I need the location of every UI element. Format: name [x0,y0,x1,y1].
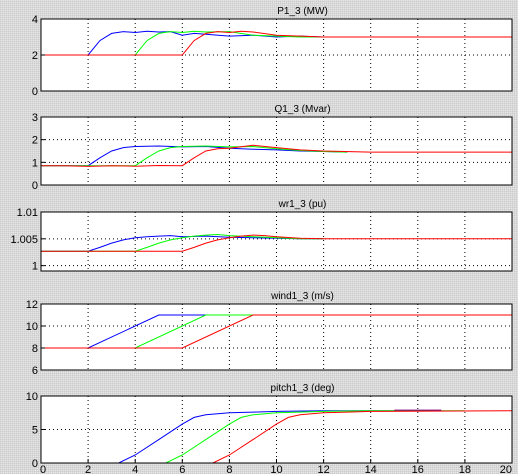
y-tick-label: 5 [32,425,38,437]
panel-title: pitch1_3 (deg) [271,383,335,394]
scope-panel-2: 0 1 2 3 Q1_3 (Mvar) [32,104,513,192]
y-tick-label: 1 [32,261,38,273]
y-tick-label: 1.005 [10,234,38,246]
series-line-2 [41,145,348,167]
y-tick-label: 1 [32,157,38,169]
x-tick-label: 10 [270,464,282,474]
panel-title: wr1_3 (pu) [278,199,327,210]
x-tick-label: 12 [317,464,329,474]
series-line-3 [41,30,512,56]
x-tick-label: 14 [365,464,377,474]
series-line-3 [41,234,512,252]
y-tick-label: 0 [32,458,38,470]
panel-title: Q1_3 (Mvar) [274,104,330,115]
x-tick-label: 2 [85,464,91,474]
scope-panel-4: 6 8 10 12 wind1_3 (m/s) [26,291,513,377]
axes-frame [40,116,513,186]
series-line-1 [41,410,418,463]
series-line-3 [41,410,512,463]
y-tick-label: 10 [26,321,38,333]
y-tick-label: 0 [32,180,38,192]
x-tick-label: 6 [179,464,185,474]
y-tick-label: 6 [32,365,38,377]
x-tick-label: 8 [226,464,232,474]
series-line-2 [41,30,324,56]
y-tick-label: 4 [32,14,38,26]
panel-title: P1_3 (MW) [277,6,328,17]
series-line-1 [41,235,324,252]
panel-title: wind1_3 (m/s) [270,291,334,302]
x-tick-label: 4 [132,464,138,474]
y-tick-label: 0 [32,86,38,98]
x-tick-label: 0 [40,464,46,474]
axes-frame [40,211,513,272]
y-tick-label: 2 [32,50,38,62]
series-line-3 [41,314,512,349]
scope-panel-5: 0 5 10 0 2 4 6 8 10 12 14 16 18 20 pitch1_3 (deg) [26,383,513,474]
series-line-3 [41,144,512,167]
x-tick-label: 18 [459,464,471,474]
x-tick-label: 20 [500,464,512,474]
scope-panel-3: 1 1.005 1.01 wr1_3 (pu) [10,199,513,273]
series-line-2 [41,233,324,252]
y-tick-label: 10 [26,391,38,403]
y-tick-label: 2 [32,135,38,147]
y-tick-label: 8 [32,343,38,355]
axes-background [41,212,512,271]
axes-frame [40,303,513,371]
series-line-2 [41,410,465,463]
x-tick-label: 16 [412,464,424,474]
y-tick-label: 12 [26,299,38,311]
y-tick-label: 1.01 [17,207,38,219]
scope-panel-1: 0 2 4 P1_3 (MW) [32,6,513,98]
y-tick-label: 3 [32,112,38,124]
